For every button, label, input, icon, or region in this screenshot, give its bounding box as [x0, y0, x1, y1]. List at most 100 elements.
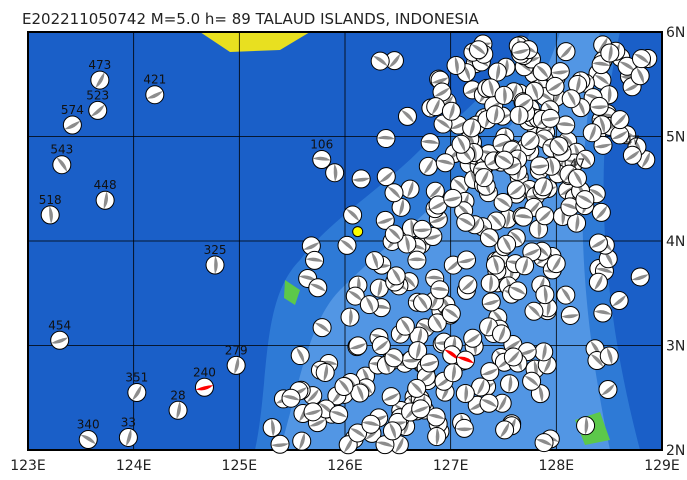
beachball-event [530, 156, 550, 176]
beachball-compression [389, 422, 396, 440]
beachball-event [520, 130, 540, 150]
beachball-event [600, 43, 620, 63]
beachball-event [351, 169, 371, 189]
beachball-compression [498, 325, 506, 343]
y-tick-label: 2N [666, 443, 685, 459]
beachball-compression [524, 375, 539, 387]
beachball-compression [612, 294, 627, 307]
beachball-compression [435, 427, 440, 446]
beachball-compression [631, 274, 649, 281]
beachball-event [468, 40, 488, 60]
beachball-compression [400, 318, 411, 334]
beachball-event [290, 346, 310, 366]
beachball-event [325, 163, 345, 183]
beachball-compression [490, 214, 503, 228]
beachball-compression [457, 136, 466, 153]
beachball-compression [405, 235, 410, 253]
beachball-compression [584, 416, 589, 435]
beachball-event [430, 280, 450, 300]
beachball-compression [624, 150, 640, 161]
beachball-compression [493, 105, 499, 124]
epicenter-marker [352, 226, 364, 238]
beachball-event [556, 285, 576, 305]
event-label: 106 [310, 137, 333, 151]
beachball-compression [559, 45, 573, 59]
beachball-event [535, 206, 555, 226]
beachball-compression [579, 152, 592, 167]
beachball-compression [417, 327, 423, 345]
beachball-compression [503, 86, 507, 105]
beachball-compression [376, 135, 395, 140]
beachball-event [463, 328, 483, 348]
beachball-compression [435, 119, 451, 130]
beachball-compression [436, 159, 455, 165]
beachball-compression [636, 67, 644, 85]
beachball-event [382, 421, 402, 441]
beachball-compression [509, 184, 524, 196]
beachball-compression [518, 106, 522, 125]
beachball-event [407, 378, 427, 398]
beachball-compression [556, 122, 575, 127]
event-label: 454 [48, 318, 71, 332]
event-label: 523 [86, 88, 109, 102]
beachball-compression [492, 256, 499, 274]
beachball-compression [572, 170, 582, 187]
x-tick-label: 126E [327, 458, 363, 474]
beachball-event [522, 371, 542, 391]
beachball-compression [298, 275, 317, 281]
beachball-event [384, 183, 404, 203]
beachball-compression [323, 363, 329, 382]
beachball-compression [387, 186, 401, 199]
beachball-compression [443, 196, 462, 202]
beachball-event [550, 62, 570, 82]
beachball-event [599, 346, 619, 366]
beachball-event [262, 418, 282, 438]
beachball-event [492, 393, 512, 413]
y-tick-label: 3N [666, 339, 685, 355]
beachball-event [575, 190, 595, 210]
beachball-event: 106 [310, 137, 333, 169]
beachball-compression [633, 53, 650, 64]
beachball-compression [309, 283, 326, 292]
beachball-compression [456, 356, 474, 364]
beachball-event [455, 383, 475, 403]
beachball-event [609, 291, 629, 311]
beachball-compression [551, 70, 570, 75]
beachball-event [418, 156, 438, 176]
beachball-compression [506, 209, 511, 228]
beachball-event [508, 281, 528, 301]
beachball-compression [551, 255, 561, 272]
beachball-event [567, 213, 587, 233]
beachball-event [384, 348, 404, 368]
beachball-event [350, 383, 370, 403]
beachball-compression [527, 200, 540, 214]
y-tick-label: 5N [666, 130, 685, 146]
x-tick-label: 125E [222, 458, 258, 474]
beachball-compression [575, 75, 581, 94]
beachball-compression [338, 379, 350, 394]
beachball-event [549, 136, 569, 156]
beachball-event [345, 286, 365, 306]
beachball-compression [423, 158, 434, 175]
beachball-event: 523 [86, 88, 109, 120]
beachball-event [630, 66, 650, 86]
beachball-compression [509, 286, 526, 295]
beachball-event [630, 267, 650, 287]
beachball-compression [379, 170, 394, 183]
beachball-event [533, 177, 553, 197]
beachball-compression [132, 384, 142, 401]
beachball-compression [410, 381, 423, 395]
beachball-event [365, 251, 385, 271]
beachball-event [524, 301, 544, 321]
x-tick-label: 128E [539, 458, 575, 474]
beachball-event [480, 273, 500, 293]
beachball-event [359, 295, 379, 315]
beachball-event [397, 106, 417, 126]
beachball-compression [412, 405, 430, 413]
beachball-event [409, 326, 429, 346]
beachball-event [479, 228, 499, 248]
x-tick-label: 123E [10, 458, 46, 474]
beachball-event: 279 [225, 343, 248, 375]
beachball-compression [146, 90, 163, 99]
